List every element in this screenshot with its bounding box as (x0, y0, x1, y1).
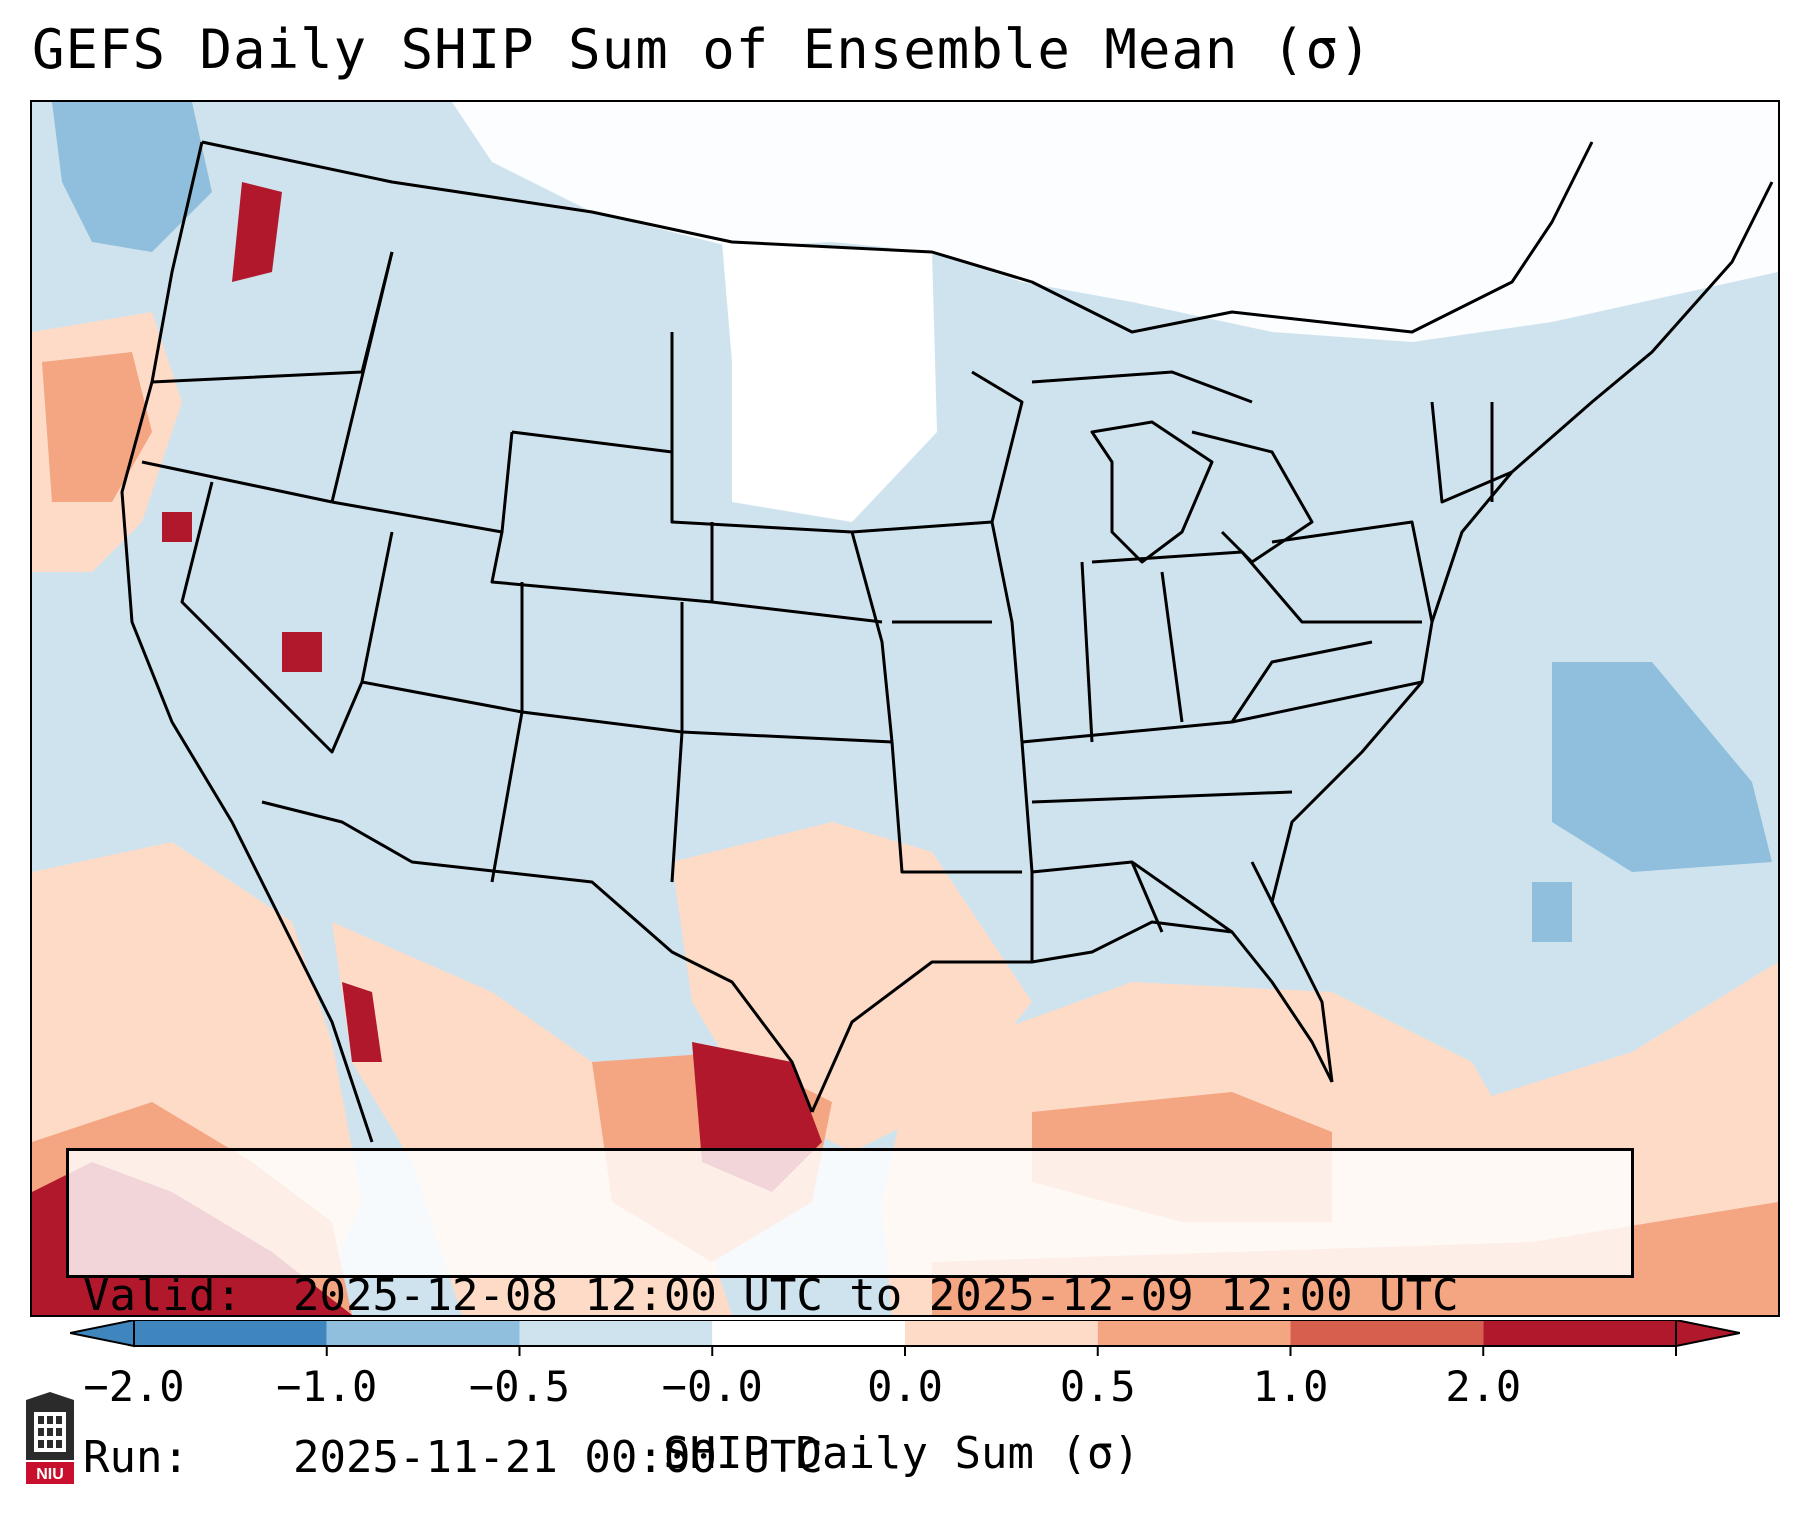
colorbar-segment (1290, 1320, 1484, 1346)
colorbar-tick-label: −0.0 (661, 1362, 763, 1411)
colorbar-label: SHIP Daily Sum (σ) (663, 1428, 1140, 1479)
colorbar-tick-label: 0.5 (1059, 1362, 1136, 1411)
valid-label: Valid: (83, 1270, 242, 1321)
positive-strong-calif (162, 512, 192, 542)
colorbar-extend-low (70, 1320, 135, 1348)
near-zero-region-north (452, 102, 1778, 342)
positive-strong-baja (342, 982, 382, 1062)
us-mexico-border (261, 800, 814, 1113)
colorbar-tick-label: −1.0 (276, 1362, 378, 1411)
valid-time-box: Valid: 2025-12-08 12:00 UTC to 2025-12-09… (66, 1148, 1634, 1483)
colorbar-extend-high (1675, 1320, 1740, 1348)
positive-strong-puget (232, 182, 282, 282)
map-title: GEFS Daily SHIP Sum of Ensemble Mean (σ) (32, 18, 1373, 81)
negative-patch-pacific (52, 102, 212, 252)
us-gulf-coast (810, 920, 1334, 1113)
positive-medium-west-coast (42, 352, 152, 502)
colorbar-tick-label: −2.0 (83, 1362, 185, 1411)
colorbar-tick-label: 1.0 (1252, 1362, 1329, 1411)
map-canvas (32, 102, 1778, 1315)
niu-logo: NIU (26, 1392, 74, 1484)
map-area (30, 100, 1780, 1317)
near-zero-region-dakotas (722, 242, 937, 522)
colorbar-segment (712, 1320, 905, 1346)
colorbar-tick-label: 2.0 (1445, 1362, 1522, 1411)
run-row: Run: 2025-11-21 00:00 UTC (83, 1431, 1617, 1485)
us-canada-border (201, 140, 1594, 334)
us-west-coast (120, 141, 374, 1143)
logo-text: NIU (36, 1466, 64, 1483)
colorbar-segment (519, 1320, 713, 1346)
colorbar-segment (134, 1320, 327, 1346)
negative-patch-atlantic-2 (1532, 882, 1572, 942)
colorbar-segment (1097, 1320, 1291, 1346)
negative-patch-atlantic (1552, 662, 1772, 872)
borders (120, 140, 1774, 1143)
colorbar-tick-label: −0.5 (468, 1362, 571, 1411)
valid-value: 2025-12-08 12:00 UTC to 2025-12-09 12:00… (293, 1270, 1459, 1321)
colorbar-segment (905, 1320, 1098, 1346)
colorbar-segment (1483, 1320, 1676, 1346)
colorbar (70, 1320, 1740, 1356)
colorbar-segment (326, 1320, 520, 1346)
valid-row: Valid: 2025-12-08 12:00 UTC to 2025-12-09… (83, 1269, 1617, 1323)
colorbar-tick-label: 0.0 (867, 1362, 943, 1411)
run-label: Run: (83, 1432, 189, 1483)
great-lakes (1090, 420, 1214, 564)
positive-strong-nevada (282, 632, 322, 672)
run-value: 2025-11-21 00:00 UTC (293, 1432, 823, 1483)
